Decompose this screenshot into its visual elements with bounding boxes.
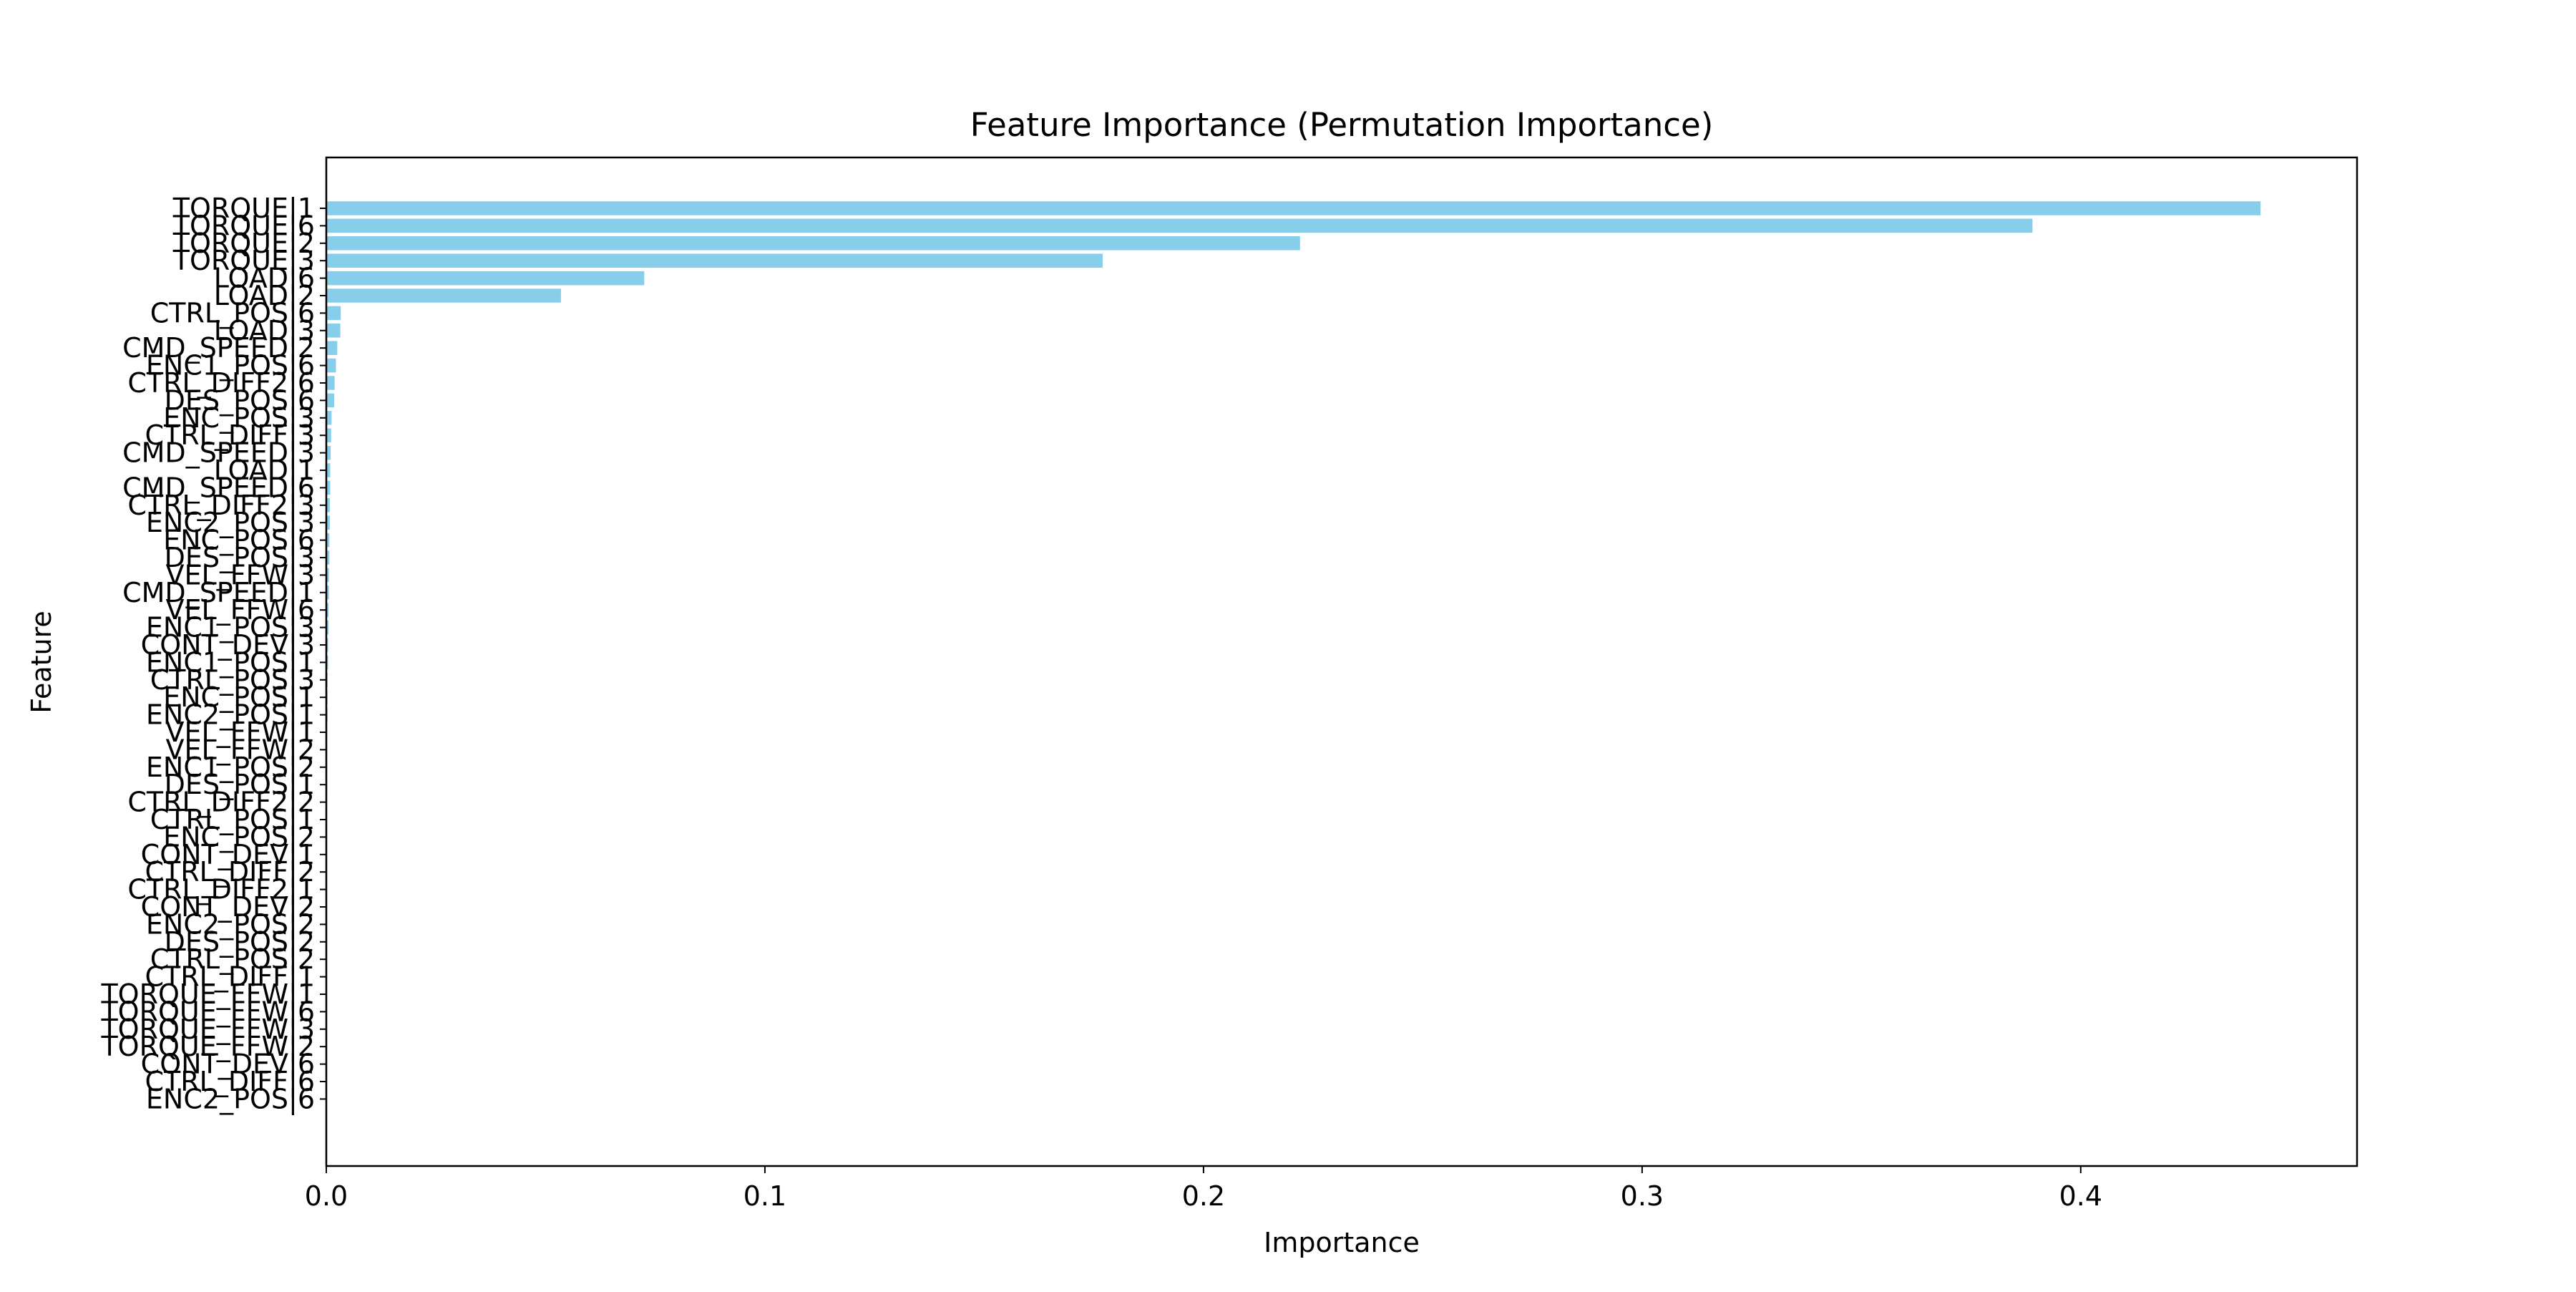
y-tick-label: CTRL_DIFF|6 bbox=[145, 1066, 315, 1098]
y-axis-ticks: TORQUE|1TORQUE|6TORQUE|2TORQUE|3LOAD|6LO… bbox=[100, 193, 326, 1115]
y-tick-label: CONT_DEV|6 bbox=[141, 1049, 315, 1081]
y-tick-label: ENC_POS|1 bbox=[163, 681, 315, 714]
bar bbox=[326, 586, 329, 600]
bar bbox=[326, 480, 331, 495]
y-tick-label: VEL_FFW|2 bbox=[166, 734, 315, 766]
y-tick-label: LOAD|6 bbox=[214, 263, 315, 295]
bar bbox=[326, 218, 2033, 233]
x-tick-label: 0.1 bbox=[743, 1180, 786, 1212]
x-axis-label: Importance bbox=[1264, 1227, 1420, 1258]
y-tick-label: CMD_SPEED|6 bbox=[122, 472, 315, 504]
bar bbox=[326, 376, 335, 390]
chart-title: Feature Importance (Permutation Importan… bbox=[970, 106, 1714, 144]
y-tick-label: TORQUE_FFW|2 bbox=[100, 1031, 315, 1063]
y-tick-label: DES_POS|3 bbox=[165, 542, 315, 574]
y-tick-label: ENC1_POS|1 bbox=[146, 646, 315, 679]
y-tick-label: CTRL_DIFF2|3 bbox=[127, 490, 315, 522]
y-tick-label: ENC2_POS|2 bbox=[146, 908, 315, 941]
y-tick-label: LOAD|3 bbox=[214, 315, 315, 347]
bar bbox=[326, 463, 331, 477]
y-tick-label: TORQUE|3 bbox=[172, 245, 315, 277]
y-tick-label: ENC1_POS|2 bbox=[146, 752, 315, 784]
bar bbox=[326, 393, 335, 408]
x-tick-label: 0.0 bbox=[305, 1180, 348, 1212]
bar bbox=[326, 306, 341, 321]
x-tick-label: 0.4 bbox=[2059, 1180, 2102, 1212]
y-tick-label: CMD_SPEED|3 bbox=[122, 437, 315, 470]
bar bbox=[326, 236, 1300, 251]
bar bbox=[326, 324, 341, 338]
y-tick-label: TORQUE_FFW|1 bbox=[100, 978, 315, 1011]
y-tick-label: ENC1_POS|6 bbox=[146, 350, 315, 382]
bar bbox=[326, 445, 331, 460]
y-tick-label: VEL_FFW|1 bbox=[166, 717, 315, 749]
y-tick-label: CTRL_POS|2 bbox=[150, 943, 315, 976]
bar bbox=[326, 550, 330, 565]
y-tick-label: CMD_SPEED|2 bbox=[122, 332, 315, 364]
y-tick-label: TORQUE|1 bbox=[172, 193, 315, 225]
y-axis-label: Feature bbox=[26, 611, 57, 714]
bar bbox=[326, 620, 329, 635]
y-tick-label: CTRL_DIFF|1 bbox=[145, 961, 315, 994]
y-tick-label: CONT_DEV|1 bbox=[141, 839, 315, 871]
y-tick-label: CTRL_POS|6 bbox=[150, 297, 315, 329]
bar bbox=[326, 515, 330, 530]
y-tick-label: ENC2_POS|6 bbox=[146, 1083, 315, 1115]
y-tick-label: CTRL_DIFF2|1 bbox=[127, 874, 315, 906]
bar bbox=[326, 253, 1103, 268]
y-tick-label: ENC2_POS|3 bbox=[146, 507, 315, 539]
bar bbox=[326, 498, 330, 513]
x-tick-label: 0.2 bbox=[1182, 1180, 1225, 1212]
y-tick-label: CONT_DEV|3 bbox=[141, 629, 315, 661]
y-tick-label: CTRL_POS|3 bbox=[150, 664, 315, 696]
y-tick-label: CTRL_POS|1 bbox=[150, 804, 315, 836]
bar bbox=[326, 568, 329, 583]
bar bbox=[326, 411, 332, 425]
y-tick-label: ENC2_POS|1 bbox=[146, 699, 315, 732]
x-axis-ticks: 0.0 0.1 0.2 0.3 0.4 bbox=[305, 1166, 2102, 1212]
y-tick-label: VEL_FFW|6 bbox=[166, 594, 315, 626]
y-tick-label: LOAD|1 bbox=[214, 455, 315, 487]
y-tick-label: DES_POS|1 bbox=[165, 769, 315, 801]
y-tick-label: CTRL_DIFF2|2 bbox=[127, 787, 315, 819]
y-tick-label: CMD_SPEED|1 bbox=[122, 577, 315, 609]
y-tick-label: ENC1_POS|3 bbox=[146, 612, 315, 644]
y-tick-label: ENC_POS|3 bbox=[163, 402, 315, 434]
y-tick-label: VEL_FFW|3 bbox=[166, 559, 315, 591]
y-tick-label: CTRL_DIFF2|6 bbox=[127, 367, 315, 399]
y-tick-label: ENC_POS|2 bbox=[163, 821, 315, 853]
bar bbox=[326, 271, 645, 286]
bar bbox=[326, 201, 2261, 215]
y-tick-label: DES_POS|2 bbox=[165, 926, 315, 958]
bar bbox=[326, 533, 330, 548]
bar bbox=[326, 428, 331, 442]
y-tick-label: CTRL_DIFF|3 bbox=[145, 419, 315, 452]
y-tick-label: TORQUE_FFW|6 bbox=[100, 996, 315, 1028]
y-tick-label: TORQUE|6 bbox=[172, 210, 315, 242]
bar bbox=[326, 341, 338, 355]
x-tick-label: 0.3 bbox=[1621, 1180, 1664, 1212]
y-tick-label: ENC_POS|6 bbox=[163, 525, 315, 557]
y-tick-label: CTRL_DIFF|2 bbox=[145, 856, 315, 888]
bar bbox=[326, 358, 336, 373]
y-tick-label: DES_POS|6 bbox=[165, 384, 315, 417]
y-tick-label: LOAD|2 bbox=[214, 280, 315, 312]
bar bbox=[326, 288, 561, 303]
y-tick-label: TORQUE|2 bbox=[172, 228, 315, 260]
y-tick-label: TORQUE_FFW|3 bbox=[100, 1014, 315, 1046]
bar bbox=[326, 603, 329, 617]
y-tick-label: CONT_DEV|2 bbox=[141, 891, 315, 923]
